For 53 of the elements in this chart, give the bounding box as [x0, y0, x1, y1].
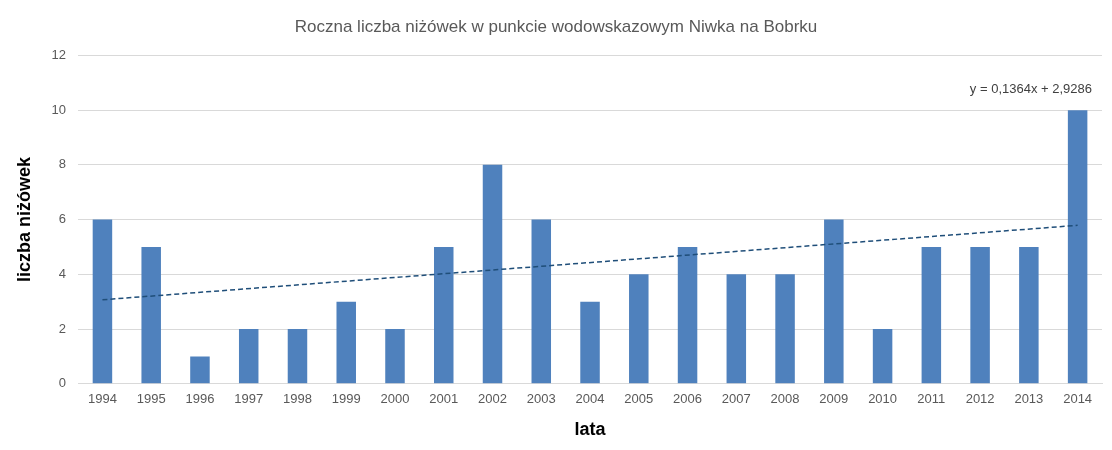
x-tick-label: 2012 [965, 391, 995, 407]
x-tick-label: 2004 [575, 391, 605, 407]
bar [1019, 246, 1039, 384]
y-tick-label: 0 [58, 375, 67, 391]
bar [238, 329, 259, 384]
chart-title: Roczna liczba niżówek w punkcie wodowskazowym Niwka na Bobrku [294, 16, 818, 36]
bar [434, 246, 454, 384]
bar [970, 246, 990, 384]
bar [190, 356, 210, 384]
x-tick-label: 2000 [380, 391, 410, 407]
bar [336, 301, 356, 384]
bar [580, 301, 600, 384]
x-tick-label: 2008 [770, 391, 800, 407]
y-tick-label: 10 [51, 101, 67, 117]
bar [385, 329, 405, 384]
bar [531, 219, 552, 384]
x-tick-label: 1994 [87, 391, 117, 407]
annotation: y = 0,1364x + 2,9286 [969, 80, 1092, 96]
x-axis-title: lata [574, 419, 607, 440]
x-tick-label: 2003 [526, 391, 556, 407]
x-tick-label: 1997 [234, 391, 264, 407]
x-tick-label: 2006 [673, 391, 703, 407]
x-tick-label: 1995 [136, 391, 166, 407]
x-tick-label: 1998 [283, 391, 312, 407]
x-tick-label: 2005 [624, 391, 654, 407]
y-tick-label: 8 [58, 156, 67, 172]
x-tick-label: 2009 [819, 391, 849, 407]
y-tick-label: 2 [58, 320, 67, 336]
bar [775, 274, 795, 384]
bar [92, 219, 113, 384]
bar [287, 329, 308, 384]
x-tick-label: 2001 [429, 391, 459, 407]
x-tick-label: 2014 [1063, 391, 1093, 407]
bar [726, 274, 747, 384]
x-tick-label: 2010 [868, 391, 898, 407]
bar [824, 219, 844, 384]
bar [921, 246, 942, 384]
x-tick-label: 2011 [917, 391, 946, 407]
bar [1067, 110, 1088, 384]
x-tick-label: 2007 [721, 391, 751, 407]
bar [677, 246, 698, 384]
bar [141, 246, 161, 384]
y-tick-label: 12 [51, 46, 67, 62]
bar [629, 274, 649, 384]
x-tick-label: 1996 [185, 391, 215, 407]
x-tick-label: 2013 [1014, 391, 1044, 407]
y-tick-label: 6 [58, 211, 67, 227]
x-tick-label: 2002 [478, 391, 507, 407]
x-tick-label: 1999 [331, 391, 361, 407]
y-tick-label: 4 [58, 265, 67, 281]
bar [482, 164, 503, 384]
bar [872, 329, 893, 384]
y-axis-title: liczba niżówek [13, 156, 34, 283]
